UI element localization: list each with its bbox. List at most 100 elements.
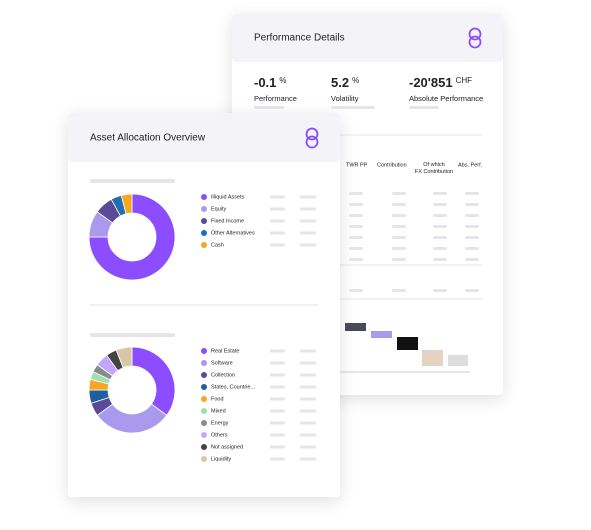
placeholder: [270, 445, 285, 449]
legend-swatch: [201, 348, 207, 354]
placeholder: [270, 457, 285, 461]
placeholder: [409, 106, 439, 109]
legend-swatch: [201, 396, 207, 402]
legend-label: Fixed Income: [211, 218, 244, 224]
placeholder: [270, 349, 285, 353]
placeholder: [270, 373, 285, 377]
logo: [468, 27, 482, 49]
placeholder: [349, 247, 363, 250]
legend-label: Software: [211, 360, 233, 366]
waterfall: [340, 323, 470, 373]
placeholder: [270, 397, 285, 401]
card-title: Performance Details: [254, 33, 345, 44]
stat-value: 5.2%: [331, 75, 359, 90]
placeholder: [392, 247, 406, 250]
placeholder: [392, 203, 406, 206]
placeholder: [270, 207, 285, 211]
placeholder: [465, 192, 479, 195]
placeholder: [300, 207, 316, 211]
unit: %: [279, 76, 286, 85]
placeholder: [300, 373, 316, 377]
placeholder: [270, 361, 285, 365]
placeholder: [465, 289, 479, 292]
placeholder: [349, 225, 363, 228]
legend-label: Not assigned: [211, 444, 243, 450]
unit: CHF: [456, 76, 473, 85]
placeholder: [433, 258, 447, 261]
legend-label: Collection: [211, 372, 235, 378]
stat-label: Absolute Performance: [409, 94, 483, 103]
placeholder: [300, 445, 316, 449]
legend-swatch: [201, 230, 207, 236]
placeholder: [465, 203, 479, 206]
unit: %: [352, 76, 359, 85]
placeholder: [433, 214, 447, 217]
legend-swatch: [201, 194, 207, 200]
table-header: Contribution: [377, 162, 407, 168]
placeholder: [300, 231, 316, 235]
table-header: TWR PP: [346, 162, 368, 168]
placeholder: [433, 247, 447, 250]
placeholder: [392, 192, 406, 195]
legend-swatch: [201, 456, 207, 462]
placeholder: [392, 289, 406, 292]
placeholder: [465, 225, 479, 228]
placeholder: [465, 247, 479, 250]
legend-swatch: [201, 420, 207, 426]
card-header: [232, 14, 503, 62]
legend-label: Illiquid Assets: [211, 194, 245, 200]
placeholder: [392, 258, 406, 261]
table-header: Abs. Perf.: [458, 162, 483, 168]
donut-slice: [120, 193, 133, 215]
placeholder: [270, 195, 285, 199]
donut-slice: [131, 346, 176, 416]
donut-slice: [88, 193, 176, 281]
placeholder: [433, 289, 447, 292]
legend-label: Liquidity: [211, 456, 231, 462]
placeholder: [300, 361, 316, 365]
stat-label: Volatility: [331, 94, 359, 103]
legend-label: Cash: [211, 242, 224, 248]
legend-swatch: [201, 408, 207, 414]
legend-label: States, Countrie...: [211, 384, 255, 390]
value: 5.2: [331, 75, 349, 90]
placeholder: [392, 225, 406, 228]
allocation-card: Asset Allocation Overview: [68, 113, 340, 497]
card-title: Asset Allocation Overview: [90, 133, 206, 144]
placeholder: [300, 243, 316, 247]
legend-swatch: [201, 372, 207, 378]
legend-label: Mixed: [211, 408, 226, 414]
placeholder: [433, 192, 447, 195]
placeholder: [300, 433, 316, 437]
placeholder: [270, 433, 285, 437]
placeholder: [392, 214, 406, 217]
placeholder: [465, 214, 479, 217]
table-header: Of which FX Contribution: [415, 162, 453, 175]
placeholder: [90, 179, 175, 183]
placeholder: [433, 225, 447, 228]
placeholder: [270, 243, 285, 247]
placeholder: [349, 236, 363, 239]
value: -20'851: [409, 75, 453, 90]
placeholder: [90, 333, 175, 337]
donut-slice: [115, 346, 133, 369]
placeholder: [349, 258, 363, 261]
value: -0.1: [254, 75, 276, 90]
placeholder: [465, 236, 479, 239]
legend-swatch: [201, 432, 207, 438]
placeholder: [270, 219, 285, 223]
legend-swatch: [201, 360, 207, 366]
placeholder: [300, 349, 316, 353]
legend-label: Others: [211, 432, 228, 438]
placeholder: [300, 195, 316, 199]
legend-swatch: [201, 384, 207, 390]
legend-swatch: [201, 218, 207, 224]
placeholder: [270, 409, 285, 413]
placeholder: [349, 203, 363, 206]
legend-label: Other Alternatives: [211, 230, 255, 236]
placeholder: [300, 421, 316, 425]
placeholder: [270, 231, 285, 235]
placeholder: [465, 258, 479, 261]
legend-swatch: [201, 242, 207, 248]
